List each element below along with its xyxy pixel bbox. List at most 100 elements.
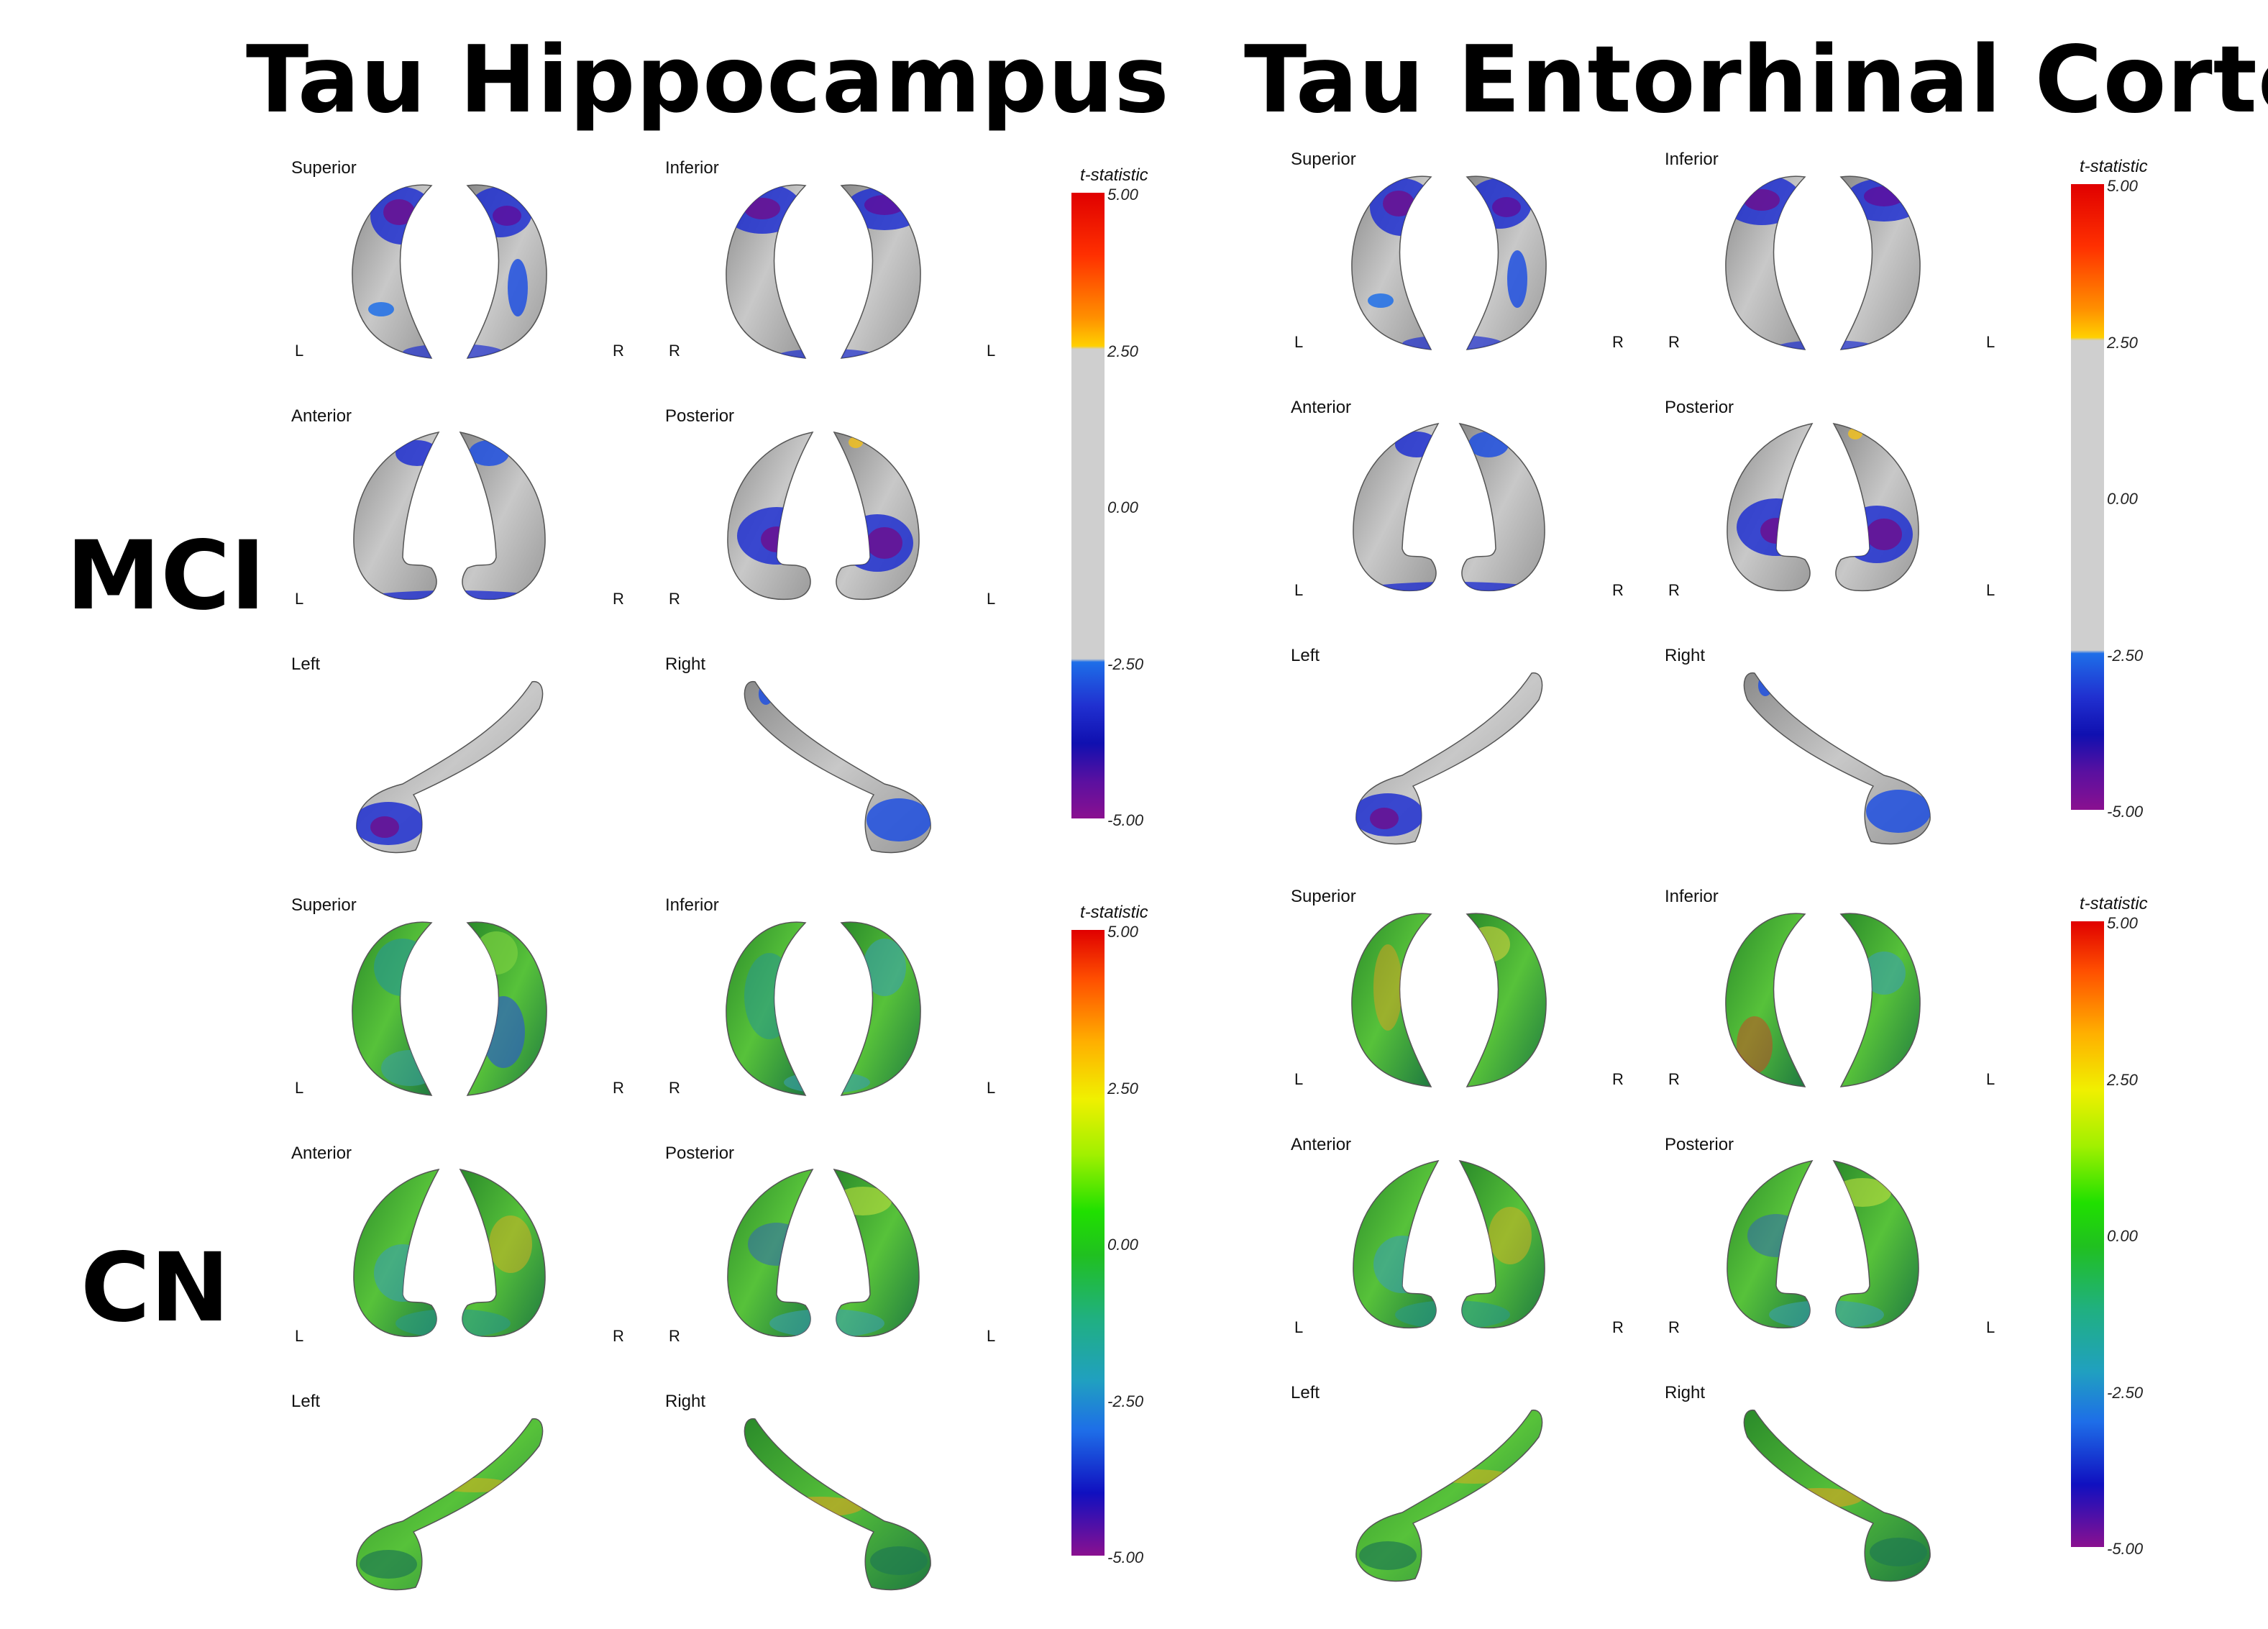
- ec-cn-colorbar-tick-3: -2.50: [2107, 1383, 2144, 1402]
- ec-mci-label-posterior: Posterior: [1665, 398, 1734, 417]
- ec-cn-anterior-side-left: L: [1294, 1318, 1304, 1336]
- ec-mci-label-right: Right: [1665, 646, 1706, 665]
- ec-cn-shape-inferior: [1725, 913, 1921, 1087]
- hc-cn-inferior-side-left: R: [669, 1079, 680, 1097]
- hc-mci-shape-anterior: [353, 431, 546, 601]
- ec-cn-shape-left: [1355, 1409, 1543, 1582]
- ec-cn-shape-superior: [1351, 913, 1547, 1087]
- ec-mci-shape-right: [1743, 672, 1931, 845]
- hc-mci-shape-posterior: [727, 431, 920, 601]
- ec-cn-inferior-side-left: R: [1668, 1070, 1680, 1088]
- hc-cn-shape-superior: [352, 921, 547, 1096]
- ec-mci-colorbar-tick-4: -5.00: [2107, 803, 2144, 821]
- hc-mci-shape-superior: [352, 184, 547, 359]
- hc-mci-shape-right: [744, 680, 931, 854]
- ec-cn-shape-anterior: [1353, 1159, 1545, 1329]
- ec-mci-superior-side-right: R: [1612, 333, 1624, 351]
- ec-mci-inferior-side-right: L: [1986, 333, 1995, 351]
- hc-cn-colorbar: [1071, 930, 1105, 1556]
- ec-mci-shape-anterior: [1353, 422, 1545, 592]
- column-title-hippocampus: Tau Hippocampus: [246, 27, 1170, 134]
- hc-mci-label-anterior: Anterior: [291, 406, 352, 426]
- ec-mci-colorbar: [2071, 184, 2104, 810]
- hc-cn-label-right: Right: [665, 1392, 706, 1411]
- ec-mci-shape-left: [1355, 672, 1543, 845]
- row-label-mci: MCI: [66, 521, 266, 631]
- ec-cn-label-superior: Superior: [1291, 887, 1356, 906]
- column-title-entorhinal: Tau Entorhinal Cortex: [1244, 27, 2268, 134]
- ec-mci-shape-posterior: [1727, 422, 1919, 592]
- hc-mci-label-posterior: Posterior: [665, 406, 735, 426]
- hc-cn-posterior-side-left: R: [669, 1327, 680, 1345]
- hc-mci-colorbar-tick-3: -2.50: [1107, 654, 1144, 673]
- hc-mci-shape-left: [356, 680, 544, 854]
- hc-mci-posterior-side-right: L: [987, 590, 996, 608]
- hc-cn-shape-posterior: [727, 1168, 920, 1338]
- ec-cn-colorbar-tick-4: -5.00: [2107, 1540, 2144, 1558]
- hc-mci-posterior-side-left: R: [669, 590, 680, 608]
- hc-cn-inferior-side-right: L: [987, 1079, 996, 1097]
- ec-mci-colorbar-tick-3: -2.50: [2107, 646, 2144, 665]
- ec-cn-anterior-side-right: R: [1612, 1318, 1624, 1336]
- ec-mci-shape-inferior: [1725, 175, 1921, 350]
- hc-cn-superior-side-right: R: [613, 1079, 624, 1097]
- hc-cn-label-superior: Superior: [291, 895, 357, 915]
- hc-mci-label-superior: Superior: [291, 158, 357, 178]
- ec-cn-colorbar-tick-2: 0.00: [2107, 1227, 2138, 1245]
- hc-mci-colorbar-tick-4: -5.00: [1107, 811, 1144, 829]
- hc-cn-superior-side-left: L: [295, 1079, 304, 1097]
- hc-mci-label-left: Left: [291, 654, 321, 674]
- hc-mci-shape-inferior: [726, 184, 921, 359]
- hc-mci-label-right: Right: [665, 654, 706, 674]
- ec-cn-superior-side-left: L: [1294, 1070, 1304, 1088]
- hc-cn-shape-right: [744, 1418, 931, 1591]
- hc-mci-colorbar-tick-0: 5.00: [1107, 186, 1138, 204]
- ec-mci-label-superior: Superior: [1291, 150, 1356, 169]
- hc-mci-anterior-side-right: R: [613, 590, 624, 608]
- hc-cn-label-inferior: Inferior: [665, 895, 719, 915]
- ec-mci-shape-superior: [1351, 175, 1547, 350]
- ec-mci-inferior-side-left: R: [1668, 333, 1680, 351]
- hc-cn-colorbar-tick-1: 2.50: [1107, 1079, 1138, 1098]
- hc-mci-colorbar-tick-1: 2.50: [1107, 342, 1138, 360]
- ec-mci-label-inferior: Inferior: [1665, 150, 1719, 169]
- hc-mci-colorbar-title: t-statistic: [1080, 165, 1148, 185]
- ec-cn-posterior-side-left: R: [1668, 1318, 1680, 1336]
- ec-mci-superior-side-left: L: [1294, 333, 1304, 351]
- hc-cn-shape-left: [356, 1418, 544, 1591]
- ec-cn-colorbar: [2071, 921, 2104, 1547]
- ec-mci-anterior-side-left: L: [1294, 581, 1304, 599]
- hc-cn-shape-anterior: [353, 1168, 546, 1338]
- ec-mci-colorbar-tick-2: 0.00: [2107, 490, 2138, 508]
- hc-cn-colorbar-tick-3: -2.50: [1107, 1392, 1144, 1410]
- ec-cn-colorbar-title: t-statistic: [2080, 894, 2148, 913]
- ec-mci-label-left: Left: [1291, 646, 1320, 665]
- ec-cn-colorbar-tick-1: 2.50: [2107, 1070, 2138, 1089]
- hc-cn-anterior-side-left: L: [295, 1327, 304, 1345]
- hc-cn-posterior-side-right: L: [987, 1327, 996, 1345]
- hc-mci-label-inferior: Inferior: [665, 158, 719, 178]
- hc-cn-colorbar-tick-4: -5.00: [1107, 1548, 1144, 1566]
- hc-mci-superior-side-right: R: [613, 342, 624, 360]
- hc-mci-colorbar-tick-2: 0.00: [1107, 498, 1138, 516]
- ec-cn-inferior-side-right: L: [1986, 1070, 1995, 1088]
- ec-mci-posterior-side-right: L: [1986, 581, 1995, 599]
- ec-cn-label-posterior: Posterior: [1665, 1135, 1734, 1154]
- ec-mci-colorbar-tick-0: 5.00: [2107, 177, 2138, 195]
- hc-mci-anterior-side-left: L: [295, 590, 304, 608]
- hc-cn-colorbar-tick-2: 0.00: [1107, 1236, 1138, 1254]
- hc-cn-anterior-side-right: R: [613, 1327, 624, 1345]
- ec-cn-label-right: Right: [1665, 1383, 1706, 1402]
- ec-mci-colorbar-tick-1: 2.50: [2107, 333, 2138, 352]
- hc-mci-inferior-side-left: R: [669, 342, 680, 360]
- ec-mci-posterior-side-left: R: [1668, 581, 1680, 599]
- hc-cn-colorbar-tick-0: 5.00: [1107, 923, 1138, 941]
- ec-cn-label-anterior: Anterior: [1291, 1135, 1352, 1154]
- hc-cn-shape-inferior: [726, 921, 921, 1096]
- hc-cn-colorbar-title: t-statistic: [1080, 903, 1148, 922]
- ec-cn-superior-side-right: R: [1612, 1070, 1624, 1088]
- ec-cn-shape-posterior: [1727, 1159, 1919, 1329]
- hc-mci-colorbar: [1071, 193, 1105, 818]
- ec-mci-label-anterior: Anterior: [1291, 398, 1352, 417]
